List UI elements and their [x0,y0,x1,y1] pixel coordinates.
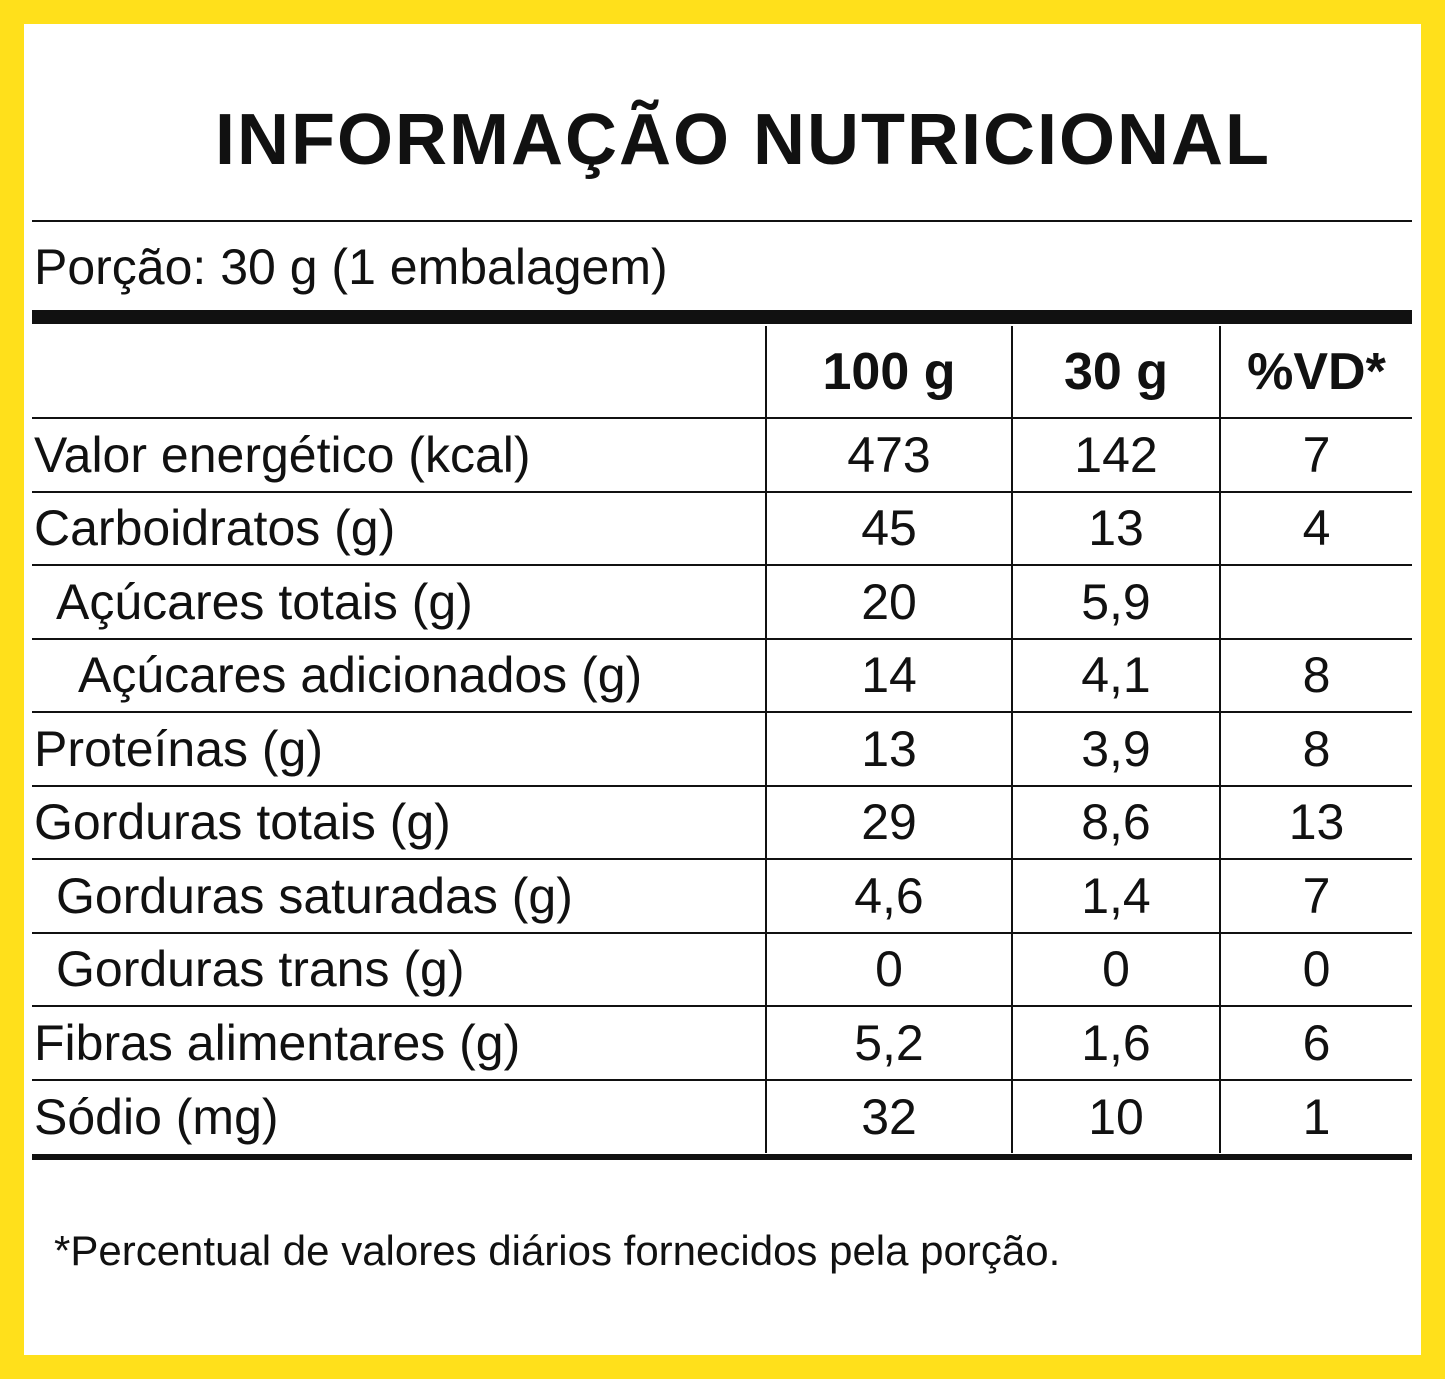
nutrient-name: Valor energético (kcal) [32,418,766,493]
table-row: Gorduras totais (g) 29 8,6 13 [32,785,1412,860]
nutrient-name: Açúcares adicionados (g) [32,638,766,713]
value-per-portion: 1,4 [1011,859,1220,934]
value-per-portion: 142 [1011,418,1220,493]
nutrient-name: Gorduras totais (g) [32,785,766,860]
table-row: Proteínas (g) 13 3,9 8 [32,712,1412,787]
value-daily-percent: 13 [1219,785,1412,860]
value-per-100g: 29 [765,785,1012,860]
value-daily-percent: 8 [1219,712,1412,787]
value-per-100g: 0 [765,932,1012,1007]
nutrient-name: Gorduras trans (g) [32,932,766,1007]
table-row: Sódio (mg) 32 10 1 [32,1079,1412,1153]
bottom-divider [32,1154,1412,1160]
value-per-portion: 0 [1011,932,1220,1007]
portion-divider [32,310,1412,324]
table-row: Açúcares totais (g) 20 5,9 [32,565,1412,640]
nutrient-name: Sódio (mg) [34,1088,279,1145]
header-nutrient [32,326,766,419]
value-per-portion: 8,6 [1011,785,1220,860]
value-daily-percent: 7 [1219,418,1412,493]
value-per-100g: 32 [765,1079,1012,1153]
nutrition-label-panel: INFORMAÇÃO NUTRICIONAL Porção: 30 g (1 e… [24,24,1421,1355]
portion-size: Porção: 30 g (1 embalagem) [34,239,668,295]
header-per-portion: 30 g [1011,326,1220,419]
header-per-100g: 100 g [765,326,1012,419]
table-row: Carboidratos (g) 45 13 4 [32,491,1412,566]
value-per-100g: 14 [765,638,1012,713]
value-per-100g: 20 [765,565,1012,640]
table-row: Gorduras trans (g) 0 0 0 [32,932,1412,1007]
value-per-100g: 13 [765,712,1012,787]
value-daily-percent: 7 [1219,859,1412,934]
value-per-portion: 5,9 [1011,565,1220,640]
value-per-portion: 13 [1011,491,1220,566]
table-row: Fibras alimentares (g) 5,2 1,6 6 [32,1006,1412,1081]
value-per-portion: 3,9 [1011,712,1220,787]
nutrient-name: Fibras alimentares (g) [32,1006,766,1081]
value-daily-percent: 4 [1219,491,1412,566]
value-per-portion: 4,1 [1011,638,1220,713]
table-row: Gorduras saturadas (g) 4,6 1,4 7 [32,859,1412,934]
nutrient-name: Gorduras saturadas (g) [32,859,766,934]
value-per-100g: 473 [765,418,1012,493]
value-daily-percent [1219,565,1412,640]
value-per-100g: 5,2 [765,1006,1012,1081]
label-title: INFORMAÇÃO NUTRICIONAL [215,100,1271,180]
value-per-portion: 1,6 [1011,1006,1220,1081]
value-daily-percent: 8 [1219,638,1412,713]
value-per-portion: 10 [1011,1079,1220,1153]
value-per-100g: 45 [765,491,1012,566]
table-header-row: 100 g 30 g %VD* [32,326,1412,419]
header-daily-value: %VD* [1219,326,1412,419]
nutrient-name: Açúcares totais (g) [32,565,766,640]
nutrient-name: Proteínas (g) [32,712,766,787]
value-daily-percent: 6 [1219,1006,1412,1081]
top-divider [32,220,1412,222]
footnote: *Percentual de valores diários fornecido… [54,1227,1061,1274]
value-daily-percent: 0 [1219,932,1412,1007]
value-per-100g: 4,6 [765,859,1012,934]
nutrient-name: Carboidratos (g) [32,491,766,566]
value-daily-percent: 1 [1219,1079,1412,1153]
table-row: Valor energético (kcal) 473 142 7 [32,418,1412,493]
table-row: Açúcares adicionados (g) 14 4,1 8 [32,638,1412,713]
nutrition-table: 100 g 30 g %VD* Valor energético (kcal) 4… [32,326,1412,1153]
